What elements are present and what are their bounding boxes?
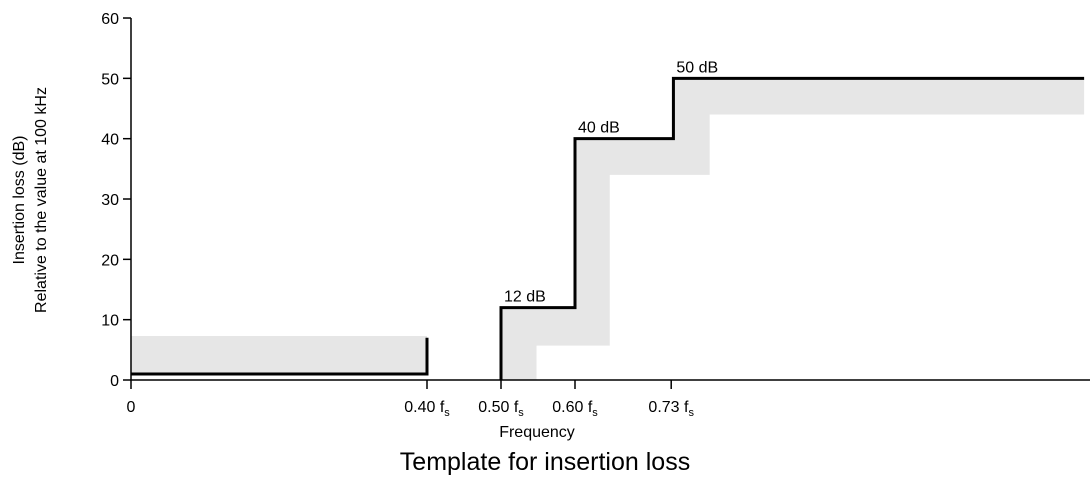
x-tick-label: 0.50 fs bbox=[478, 399, 524, 419]
x-tick-label: 0.73 fs bbox=[648, 399, 694, 419]
step-label: 40 dB bbox=[578, 120, 620, 137]
step-annotations: 12 dB 40 dB 50 dB bbox=[504, 59, 718, 305]
y-tick-label: 60 bbox=[101, 11, 119, 28]
x-tick-label: 0 bbox=[127, 399, 136, 416]
step-label: 50 dB bbox=[676, 59, 718, 76]
limit-line-segment-0 bbox=[131, 337, 429, 376]
x-tick-label: 0.40 fs bbox=[404, 399, 450, 419]
tolerance-band-0 bbox=[131, 335, 427, 374]
limit-lines bbox=[131, 76, 1085, 380]
y-axis-label-line1: Insertion loss (dB) bbox=[11, 136, 28, 265]
x-ticks: 0 0.40 fs 0.50 fs 0.60 fs 0.73 fs bbox=[127, 380, 694, 419]
y-axis-label-line2: Relative to the value at 100 kHz bbox=[33, 87, 50, 313]
y-ticks: 0 10 20 30 40 50 60 bbox=[101, 11, 131, 390]
y-tick-label: 30 bbox=[101, 192, 119, 209]
x-tick-label: 0.60 fs bbox=[552, 399, 598, 419]
y-tick-label: 0 bbox=[110, 373, 119, 390]
x-axis-label: Frequency bbox=[499, 424, 575, 441]
limit-line-segment-1 bbox=[499, 76, 1085, 380]
chart-title: Template for insertion loss bbox=[400, 448, 690, 476]
y-tick-label: 20 bbox=[101, 252, 119, 269]
y-tick-label: 40 bbox=[101, 132, 119, 149]
tolerance-bands bbox=[131, 78, 1085, 380]
step-label: 12 dB bbox=[504, 289, 546, 306]
tolerance-band-1 bbox=[501, 78, 1085, 380]
y-tick-label: 10 bbox=[101, 313, 119, 330]
y-tick-label: 50 bbox=[101, 71, 119, 88]
